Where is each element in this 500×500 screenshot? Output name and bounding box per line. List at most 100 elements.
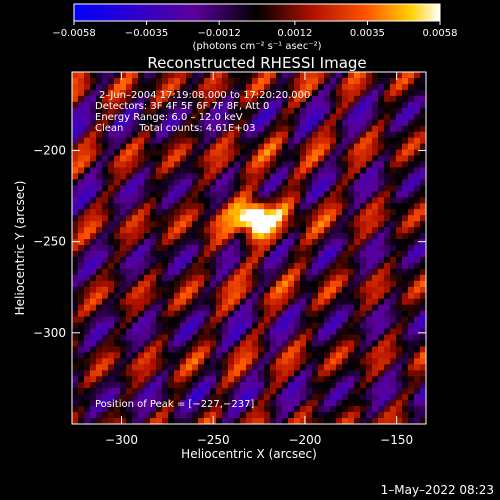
heatmap-pixel xyxy=(192,197,199,204)
heatmap-pixel xyxy=(168,250,175,258)
heatmap-pixel xyxy=(396,310,403,318)
heatmap-pixel xyxy=(240,304,247,312)
heatmap-pixel xyxy=(366,382,373,389)
heatmap-pixel xyxy=(78,280,85,288)
heatmap-pixel xyxy=(156,185,163,192)
heatmap-pixel xyxy=(276,322,283,329)
heatmap-pixel xyxy=(402,107,409,115)
heatmap-pixel xyxy=(402,137,409,144)
heatmap-pixel xyxy=(126,370,133,377)
heatmap-pixel xyxy=(270,185,277,192)
heatmap-pixel xyxy=(312,406,319,413)
heatmap-pixel xyxy=(330,155,337,162)
heatmap-pixel xyxy=(180,400,187,407)
heatmap-pixel xyxy=(78,161,85,168)
heatmap-pixel xyxy=(192,89,199,97)
heatmap-pixel xyxy=(132,256,139,264)
heatmap-pixel xyxy=(180,173,187,180)
heatmap-pixel xyxy=(342,161,349,168)
heatmap-pixel xyxy=(384,346,391,353)
heatmap-pixel xyxy=(252,72,259,79)
heatmap-pixel xyxy=(192,268,199,276)
heatmap-pixel xyxy=(138,173,145,180)
heatmap-pixel xyxy=(318,364,325,371)
heatmap-pixel xyxy=(312,179,319,186)
heatmap-pixel xyxy=(192,191,199,198)
heatmap-pixel xyxy=(396,119,403,127)
heatmap-pixel xyxy=(276,364,283,371)
heatmap-pixel xyxy=(288,400,295,407)
heatmap-pixel xyxy=(156,250,163,258)
heatmap-pixel xyxy=(162,77,169,85)
heatmap-pixel xyxy=(420,406,426,413)
heatmap-pixel xyxy=(384,131,391,139)
heatmap-pixel xyxy=(348,155,355,162)
heatmap-pixel xyxy=(378,107,385,115)
heatmap-pixel xyxy=(252,113,259,121)
heatmap-pixel xyxy=(408,119,415,127)
heatmap-pixel xyxy=(420,72,426,79)
heatmap-pixel xyxy=(156,394,163,401)
heatmap-pixel xyxy=(156,418,163,424)
heatmap-pixel xyxy=(354,215,361,222)
heatmap-pixel xyxy=(144,203,151,210)
heatmap-pixel xyxy=(378,406,385,413)
heatmap-pixel xyxy=(198,113,205,121)
heatmap-pixel xyxy=(84,113,91,121)
heatmap-pixel xyxy=(138,131,145,139)
heatmap-pixel xyxy=(348,328,355,335)
heatmap-pixel xyxy=(390,388,397,395)
heatmap-pixel xyxy=(240,340,247,347)
heatmap-pixel xyxy=(402,346,409,353)
heatmap-pixel xyxy=(330,274,337,282)
heatmap-pixel xyxy=(306,209,313,216)
heatmap-pixel xyxy=(192,137,199,144)
heatmap-pixel xyxy=(246,286,253,294)
heatmap-pixel xyxy=(258,412,265,419)
heatmap-pixel xyxy=(228,137,235,144)
heatmap-pixel xyxy=(276,107,283,115)
heatmap-pixel xyxy=(312,89,319,97)
heatmap-pixel xyxy=(198,101,205,109)
heatmap-pixel xyxy=(276,161,283,168)
heatmap-pixel xyxy=(180,125,187,133)
heatmap-pixel xyxy=(390,376,397,383)
heatmap-pixel xyxy=(192,298,199,306)
heatmap-pixel xyxy=(198,286,205,294)
heatmap-pixel xyxy=(270,292,277,300)
heatmap-pixel xyxy=(402,101,409,109)
heatmap-pixel xyxy=(168,101,175,109)
heatmap-pixel xyxy=(282,143,289,150)
heatmap-pixel xyxy=(384,256,391,264)
heatmap-pixel xyxy=(396,274,403,282)
heatmap-pixel xyxy=(276,221,283,228)
heatmap-pixel xyxy=(234,149,241,156)
heatmap-pixel xyxy=(204,400,211,407)
heatmap-pixel xyxy=(162,161,169,168)
heatmap-pixel xyxy=(162,364,169,371)
heatmap-pixel xyxy=(270,388,277,395)
heatmap-pixel xyxy=(150,227,157,234)
heatmap-pixel xyxy=(300,382,307,389)
heatmap-pixel xyxy=(294,125,301,133)
heatmap-pixel xyxy=(90,334,97,341)
heatmap-pixel xyxy=(216,370,223,377)
heatmap-pixel xyxy=(420,191,426,198)
heatmap-pixel xyxy=(162,358,169,365)
heatmap-pixel xyxy=(318,203,325,210)
heatmap-pixel xyxy=(300,167,307,174)
heatmap-pixel xyxy=(252,298,259,306)
heatmap-pixel xyxy=(126,227,133,234)
heatmap-pixel xyxy=(342,292,349,300)
heatmap-pixel xyxy=(240,239,247,246)
heatmap-pixel xyxy=(360,89,367,97)
heatmap-pixel xyxy=(402,250,409,258)
heatmap-pixel xyxy=(354,143,361,150)
heatmap-pixel xyxy=(378,346,385,353)
heatmap-pixel xyxy=(180,304,187,312)
heatmap-pixel xyxy=(168,268,175,276)
heatmap-pixel xyxy=(288,245,295,252)
heatmap-pixel xyxy=(90,197,97,204)
heatmap-pixel xyxy=(162,250,169,258)
heatmap-pixel xyxy=(174,227,181,234)
